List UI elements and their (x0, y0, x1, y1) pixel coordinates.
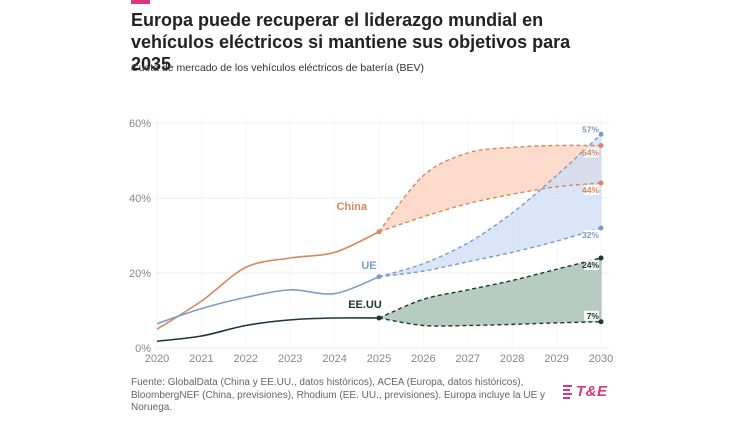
series-labels: China 54% 44% UE 57% 32% EE.UU 24% 7% (336, 124, 599, 321)
accent-bar (131, 0, 150, 4)
projection-band-eeuu (379, 258, 601, 327)
end-label-low-eeuu: 7% (587, 311, 600, 321)
point-2030-high-eeuu (598, 255, 604, 261)
end-label-low-ue: 32% (582, 230, 599, 240)
end-label-high-eeuu: 24% (582, 260, 599, 270)
projection-low-line-china (378, 182, 602, 233)
historical-line-china (156, 231, 380, 330)
projection-high-line-ue (378, 133, 602, 278)
projection-band-ue (379, 134, 601, 277)
x-tick-label: 2023 (278, 353, 302, 365)
y-axis-ticks: 0% 20% 40% 60% (129, 118, 151, 355)
te-logo: T&E (563, 383, 608, 400)
series-points (376, 131, 604, 325)
end-label-bg (584, 260, 599, 270)
projection-high-line-eeuu (378, 257, 602, 319)
projection-low-line-ue (378, 227, 602, 278)
end-label-bg (584, 185, 599, 195)
x-tick-label: 2027 (456, 353, 480, 365)
logo-text: T&E (576, 383, 608, 400)
x-tick-label: 2021 (189, 353, 213, 365)
end-label-bg (584, 124, 599, 135)
x-tick-label: 2029 (544, 353, 568, 365)
end-label-bg (584, 310, 599, 321)
point-2025-eeuu (376, 315, 382, 321)
point-2025-china (376, 229, 382, 235)
series-label-ue: UE (361, 260, 376, 272)
x-tick-label: 2022 (234, 353, 258, 365)
x-tick-label: 2028 (500, 353, 524, 365)
y-tick-label: 60% (129, 118, 151, 130)
point-2030-high-ue (598, 131, 604, 137)
x-tick-label: 2030 (589, 353, 613, 365)
series-label-china: China (336, 201, 367, 213)
x-axis-ticks: 2020 2021 2022 2023 2024 2025 2026 2027 2028 2029… (145, 353, 613, 365)
x-tick-label: 2025 (367, 353, 391, 365)
end-label-bg (584, 230, 599, 240)
projection-band-china (379, 145, 601, 232)
logo-stripes-icon (563, 384, 572, 399)
end-label-high-china: 54% (582, 148, 599, 158)
chart-title: Europa puede recuperar el liderazgo mund… (131, 10, 571, 74)
end-label-bg (584, 147, 599, 158)
y-tick-label: 20% (129, 268, 151, 280)
historical-line-ue (156, 276, 380, 325)
y-tick-label: 0% (135, 343, 151, 355)
projection-low-line-eeuu (378, 317, 602, 327)
point-2025-ue (376, 274, 382, 280)
point-2030-low-ue (598, 225, 604, 231)
x-tick-label: 2026 (411, 353, 435, 365)
end-label-high-ue: 57% (582, 124, 599, 134)
x-tick-label: 2024 (322, 353, 346, 365)
projection-bands (379, 134, 602, 327)
end-label-low-china: 44% (582, 185, 599, 195)
chart-subtitle: Cuota de mercado de los vehículos eléctr… (131, 62, 424, 74)
historical-line-eeuu (156, 317, 380, 343)
point-2030-low-china (598, 180, 604, 186)
projection-high-line-china (378, 144, 602, 233)
series-lines (156, 133, 602, 343)
series-label-eeuu: EE.UU (348, 299, 382, 311)
y-tick-label: 40% (129, 193, 151, 205)
x-tick-label: 2020 (145, 353, 169, 365)
point-2030-high-china (598, 143, 604, 148)
source-note: Fuente: GlobalData (China y EE.UU., dato… (131, 377, 546, 413)
point-2030-low-eeuu (598, 319, 604, 325)
